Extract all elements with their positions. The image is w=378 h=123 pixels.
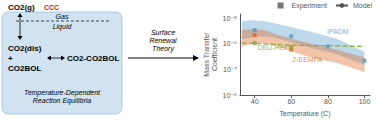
svg-text:2-EEMPA: 2-EEMPA bbox=[292, 56, 323, 63]
svg-text:Coefficient: Coefficient bbox=[211, 38, 218, 71]
svg-text:Reaction Equilibria: Reaction Equilibria bbox=[33, 97, 91, 105]
svg-text:100: 100 bbox=[359, 98, 371, 105]
svg-text:10⁻⁷: 10⁻⁷ bbox=[223, 66, 237, 73]
svg-text:IPADM: IPADM bbox=[327, 28, 349, 35]
svg-text:Experiment: Experiment bbox=[292, 2, 327, 10]
svg-text:Gas: Gas bbox=[56, 13, 69, 20]
svg-text:40: 40 bbox=[251, 98, 259, 105]
svg-text:60: 60 bbox=[287, 98, 295, 105]
svg-text:CO2BOL: CO2BOL bbox=[8, 64, 41, 73]
svg-text:CO2-CO2BOL: CO2-CO2BOL bbox=[67, 54, 120, 63]
svg-text:Temperature (C): Temperature (C) bbox=[280, 110, 331, 118]
svg-text:10⁻⁶: 10⁻⁶ bbox=[223, 40, 237, 47]
svg-text:+: + bbox=[8, 54, 13, 63]
svg-text:10⁻⁵: 10⁻⁵ bbox=[223, 15, 237, 22]
svg-text:CO2(g): CO2(g) bbox=[8, 3, 35, 12]
svg-text:Model: Model bbox=[353, 2, 373, 9]
svg-text:Liquid: Liquid bbox=[53, 23, 73, 31]
svg-text:80: 80 bbox=[324, 98, 332, 105]
svg-text:Surface: Surface bbox=[151, 29, 175, 36]
svg-text:10⁻⁸: 10⁻⁸ bbox=[223, 92, 237, 99]
svg-text:CO2(dis): CO2(dis) bbox=[8, 44, 42, 53]
svg-text:Theory: Theory bbox=[152, 45, 174, 53]
svg-text:Temperature-Dependent: Temperature-Dependent bbox=[24, 89, 101, 97]
svg-text:CCC: CCC bbox=[44, 4, 59, 11]
svg-text:Mass Transfer: Mass Transfer bbox=[203, 32, 210, 77]
svg-text:Renewal: Renewal bbox=[149, 37, 177, 44]
svg-text:DBU-Hex: DBU-Hex bbox=[257, 44, 287, 51]
